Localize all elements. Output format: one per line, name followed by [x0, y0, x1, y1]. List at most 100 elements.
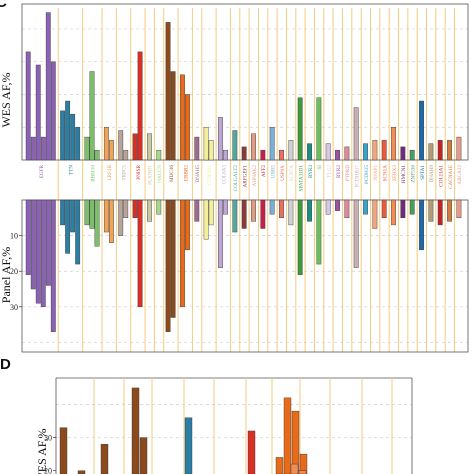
d-bar	[139, 437, 148, 474]
panel-bar	[232, 199, 238, 233]
wes-bar	[409, 149, 415, 161]
wes-bar	[65, 100, 71, 161]
panel-bar	[165, 199, 171, 332]
panel-c-letter: C	[0, 0, 7, 11]
gene-label: FLG2	[326, 165, 332, 178]
gene-label: RYR2	[336, 165, 342, 178]
wes-bar	[316, 97, 322, 161]
bottom-y-axis-label: Panel AF,%	[0, 247, 13, 303]
gene-label: SCN1A	[382, 165, 388, 182]
wes-bar	[75, 127, 81, 161]
gene-label: COL11A1	[439, 165, 445, 187]
panel-bar	[316, 199, 322, 265]
gene-label: SPTA1	[420, 165, 426, 180]
panel-bar	[25, 199, 31, 275]
d-bar	[184, 417, 193, 474]
panel-bar	[325, 199, 331, 215]
wes-bar	[89, 71, 95, 161]
gene-label: SI	[317, 165, 323, 170]
panel-bar	[288, 199, 294, 226]
d-bar	[59, 427, 68, 474]
panel-bar	[297, 199, 303, 275]
wes-bar	[123, 149, 129, 161]
panel-bar	[108, 199, 114, 243]
gene-label: UBR5	[270, 165, 276, 179]
gene-label: PCDH15	[364, 165, 370, 184]
gene-label: PNISR	[136, 164, 142, 179]
wes-bar	[269, 127, 275, 161]
panel-bar	[89, 199, 95, 229]
wes-bar	[118, 130, 124, 161]
d-bar	[247, 430, 256, 474]
panel-bar	[391, 199, 396, 226]
panel-bar	[147, 199, 152, 222]
wes-bar	[147, 133, 152, 161]
wes-bar	[108, 140, 114, 161]
panel-bar	[208, 199, 214, 226]
bottom-tick-label: 30	[10, 303, 18, 312]
wes-bar	[223, 149, 228, 161]
gene-label: COL6A3	[221, 165, 227, 185]
panel-bar	[132, 199, 138, 219]
top-plot-frame	[21, 3, 469, 161]
bottom-tick-label: 20	[10, 267, 18, 276]
panel-bar	[40, 199, 46, 308]
wes-bar	[218, 117, 223, 161]
gene-label: PCDHB17	[354, 165, 360, 188]
wes-bar	[288, 140, 294, 161]
gene-label: ZFHX3	[392, 165, 398, 182]
panel-bar	[75, 199, 81, 265]
wes-bar	[260, 149, 266, 161]
gene-label: PTPRD	[345, 165, 351, 181]
panel-bar	[363, 199, 368, 215]
wes-bar	[170, 71, 176, 161]
panel-bar	[65, 199, 71, 254]
gene-label: AFF2	[261, 165, 267, 178]
gene-label: CACNA1E	[448, 165, 454, 189]
gene-label: NALCN	[157, 165, 163, 183]
wes-bar	[391, 127, 396, 161]
wes-bar	[203, 127, 209, 161]
d-tick-label: 20	[44, 467, 52, 474]
bottom-tick-label: 10	[10, 232, 18, 241]
panel-bar	[260, 199, 266, 229]
d-bar	[298, 470, 307, 474]
panel-bar	[437, 199, 443, 226]
panel-bar	[94, 199, 100, 247]
gene-label: EGFR	[39, 164, 45, 178]
panel-bar	[218, 199, 223, 268]
wes-bar	[241, 146, 247, 161]
panel-bar	[447, 199, 452, 222]
gene-label: COLGALT2	[233, 165, 239, 192]
d-bar	[275, 457, 284, 474]
wes-bar	[456, 136, 462, 161]
gene-label: CTNNB1	[207, 165, 213, 186]
wes-bar	[297, 97, 303, 161]
panel-bar	[279, 199, 284, 219]
panel-bar	[241, 199, 247, 229]
panel-c: EGFR TTN RBM10 LRP1B TRPC5 PNISR PLXND1 NALCN MU…	[0, 3, 469, 353]
panel-bar	[223, 199, 228, 215]
panel-bar	[381, 199, 387, 219]
gene-label: LRP1B	[107, 164, 113, 180]
wes-bar	[137, 51, 143, 161]
gene-label: TTN	[68, 165, 74, 175]
panel-bar	[180, 199, 185, 308]
panel-bar	[456, 199, 462, 219]
gene-label: HMCN1	[401, 165, 407, 184]
panel-bar	[50, 199, 56, 332]
panel-bar	[353, 199, 359, 268]
panel-bar	[409, 199, 415, 215]
wes-bar	[194, 136, 200, 161]
wes-bar	[50, 61, 56, 161]
d-bar	[299, 453, 308, 474]
gene-label: SCN7A	[289, 165, 295, 182]
wes-bar	[428, 143, 434, 161]
gene-label: ABCA12	[457, 165, 463, 185]
gene-label: DNAH5	[195, 165, 201, 183]
panel-bar	[103, 199, 109, 233]
panel-bar	[70, 199, 76, 233]
d-bar	[291, 410, 300, 474]
wes-bar	[232, 130, 238, 161]
